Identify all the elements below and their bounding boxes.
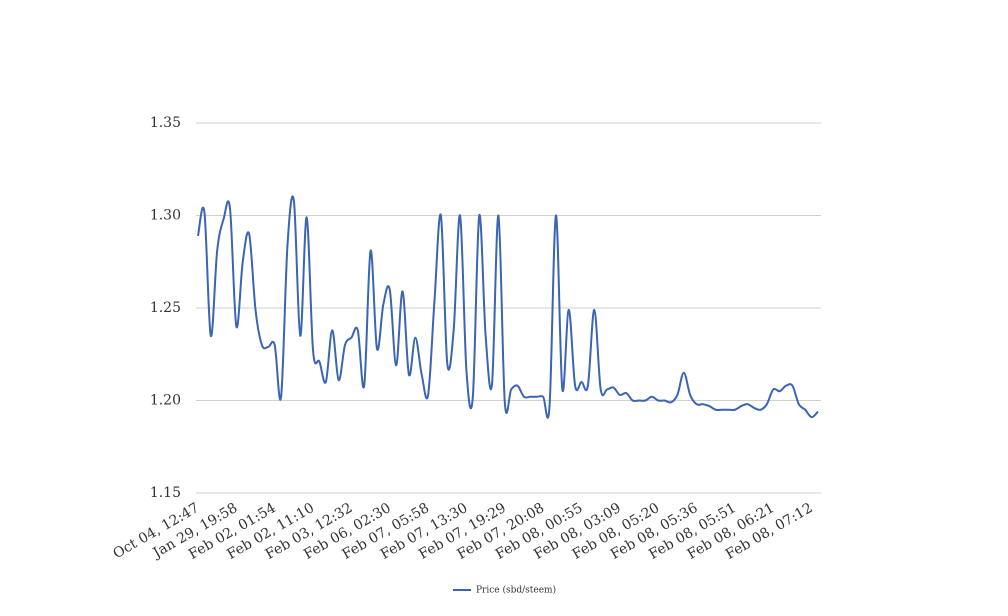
line-series — [197, 195, 819, 419]
y-tick-label: 1.35 — [150, 115, 181, 131]
y-tick-label: 1.25 — [150, 300, 181, 316]
y-tick-label: 1.20 — [150, 393, 181, 409]
y-tick-label: 1.15 — [150, 485, 181, 501]
y-tick-label: 1.30 — [150, 208, 181, 224]
legend-text: Price (sbd/steem) — [476, 585, 556, 596]
